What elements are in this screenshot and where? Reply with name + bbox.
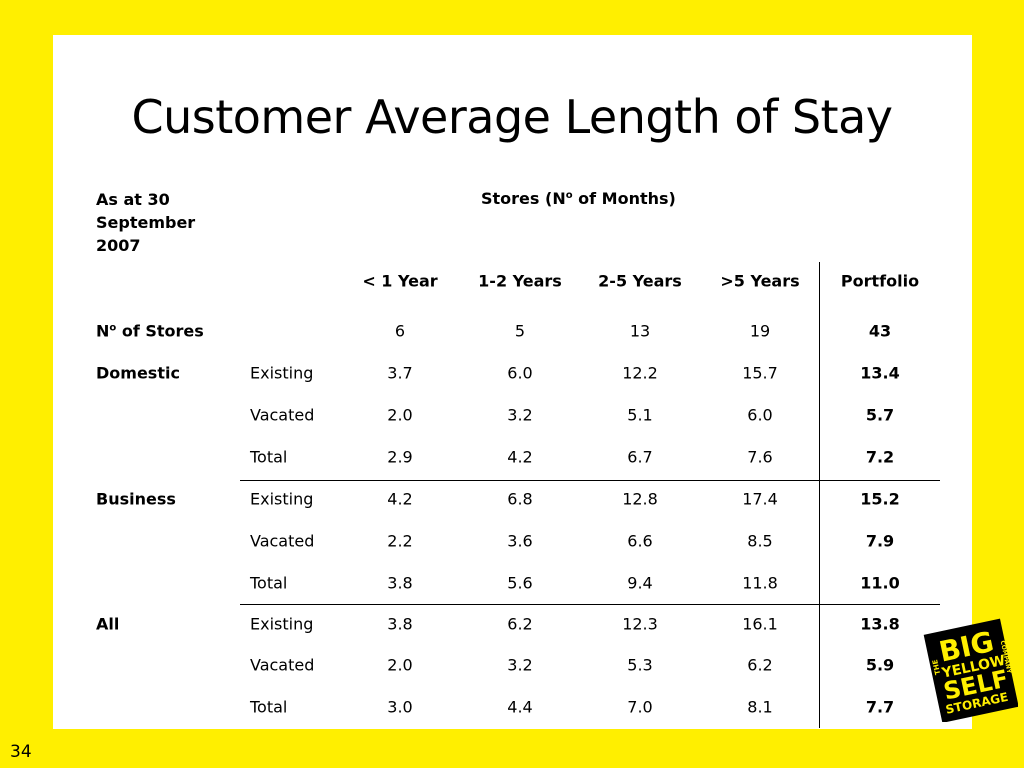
stores-header-post: of Months): [572, 189, 676, 208]
table-cell: 13.8: [860, 614, 900, 634]
num-stores-value: 19: [749, 321, 771, 341]
column-header: >5 Years: [720, 271, 800, 291]
table-cell: 8.5: [747, 531, 773, 551]
table-cell: 7.2: [865, 447, 895, 467]
num-stores-value: 5: [514, 321, 526, 341]
table-cell: 3.7: [387, 363, 413, 383]
num-stores-value: 13: [629, 321, 651, 341]
table-cell: 2.9: [387, 447, 413, 467]
table-cell: 5.1: [627, 405, 653, 425]
table-cell: 11.0: [860, 573, 900, 593]
row-label: Vacated: [250, 531, 315, 551]
table-cell: 12.8: [622, 489, 658, 509]
table-cell: 6.2: [507, 614, 533, 634]
table-cell: 3.6: [507, 531, 533, 551]
table-cell: 3.2: [507, 655, 533, 675]
group-label: Business: [96, 489, 176, 509]
column-header: 1-2 Years: [478, 271, 562, 291]
table-cell: 7.9: [865, 531, 895, 551]
num-stores-label-pre: N: [96, 321, 110, 341]
table-cell: 6.6: [627, 531, 653, 551]
column-header: Portfolio: [840, 271, 920, 291]
row-label: Existing: [250, 614, 314, 634]
row-label: Total: [250, 697, 288, 717]
table-cell: 4.2: [507, 447, 533, 467]
table-cell: 2.0: [387, 655, 413, 675]
table-cell: 6.0: [747, 405, 773, 425]
row-label: Vacated: [250, 405, 315, 425]
table-cell: 5.7: [865, 405, 895, 425]
table-cell: 6.0: [507, 363, 533, 383]
table-cell: 6.8: [507, 489, 533, 509]
table-cell: 4.4: [507, 697, 533, 717]
num-stores-label-post: of Stores: [116, 321, 204, 341]
group-divider: [240, 480, 940, 481]
table-cell: 3.2: [507, 405, 533, 425]
table-cell: 9.4: [627, 573, 653, 593]
table-cell: 3.0: [387, 697, 413, 717]
group-label: Domestic: [96, 363, 180, 383]
table-cell: 15.7: [742, 363, 778, 383]
table-cell: 6.2: [747, 655, 773, 675]
num-stores-value: 6: [394, 321, 406, 341]
stores-header-pre: Stores (N: [481, 189, 566, 208]
table-cell: 5.3: [627, 655, 653, 675]
table-cell: 3.8: [387, 573, 413, 593]
group-divider: [240, 604, 940, 605]
table-cell: 11.8: [742, 573, 778, 593]
logo-the: THE: [931, 659, 942, 676]
table-cell: 7.6: [747, 447, 773, 467]
table-cell: 3.8: [387, 614, 413, 634]
as-at-line-2: September: [96, 213, 196, 232]
row-label: Existing: [250, 363, 314, 383]
column-header: < 1 Year: [362, 271, 438, 291]
table-cell: 15.2: [860, 489, 900, 509]
big-yellow-logo: THE BIG YELLOW SELF STORAGE COMPANY: [923, 618, 1018, 722]
table-cell: 2.2: [387, 531, 413, 551]
table-cell: 4.2: [387, 489, 413, 509]
page-number: 34: [10, 742, 32, 762]
group-label: All: [96, 614, 120, 634]
slide-panel: [53, 35, 972, 729]
table-cell: 12.2: [622, 363, 658, 383]
as-at-line-3: 2007: [96, 236, 141, 255]
row-label: Total: [250, 573, 288, 593]
table-cell: 5.9: [865, 655, 895, 675]
as-at-line-1: As at 30: [96, 190, 170, 209]
row-label: Vacated: [250, 655, 315, 675]
num-stores-value: 43: [868, 321, 892, 341]
num-stores-label-sup: o: [109, 322, 117, 334]
as-at-label: As at 30 September 2007: [96, 188, 195, 257]
table-cell: 8.1: [747, 697, 773, 717]
portfolio-divider: [819, 262, 820, 728]
column-header: 2-5 Years: [598, 271, 682, 291]
page-title: Customer Average Length of Stay: [131, 90, 893, 144]
table-cell: 7.0: [627, 697, 653, 717]
table-cell: 2.0: [387, 405, 413, 425]
stores-header-sup: o: [565, 190, 573, 201]
table-cell: 5.6: [507, 573, 533, 593]
row-label: Total: [250, 447, 288, 467]
row-label: Existing: [250, 489, 314, 509]
table-cell: 13.4: [860, 363, 900, 383]
table-cell: 6.7: [627, 447, 653, 467]
table-cell: 16.1: [742, 614, 778, 634]
table-cell: 12.3: [622, 614, 658, 634]
table-cell: 7.7: [865, 697, 895, 717]
num-stores-label: No of Stores: [96, 322, 204, 341]
table-cell: 17.4: [742, 489, 778, 509]
stores-header: Stores (No of Months): [481, 189, 676, 208]
